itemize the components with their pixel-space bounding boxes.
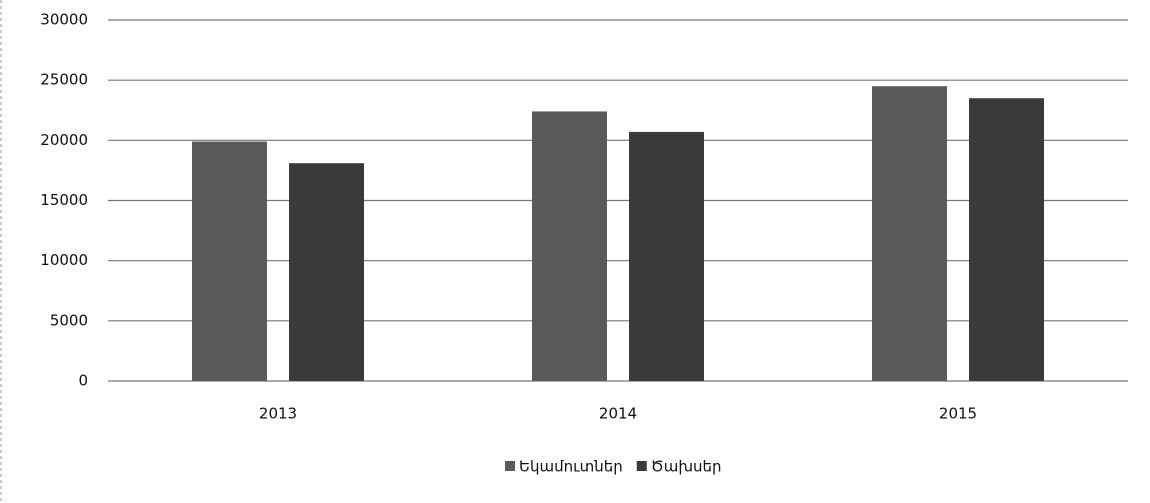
y-tick-label: 0 (78, 372, 88, 390)
y-tick-label: 5000 (50, 311, 88, 329)
legend-swatch (505, 461, 515, 471)
y-tick-label: 15000 (40, 191, 88, 209)
y-tick-label: 30000 (40, 11, 88, 29)
bar (872, 86, 947, 381)
y-tick-label: 25000 (40, 71, 88, 89)
y-tick-label: 10000 (40, 251, 88, 269)
y-tick-label: 20000 (40, 131, 88, 149)
x-tick-label: 2015 (939, 405, 977, 423)
legend-swatch (636, 461, 647, 471)
legend-label: Ծախսեր (651, 458, 722, 476)
bar (192, 141, 267, 381)
x-tick-label: 2014 (599, 405, 637, 423)
x-tick-label: 2013 (259, 405, 297, 423)
bar (532, 111, 607, 381)
bar (969, 98, 1044, 381)
legend-label: Եկամուտներ (519, 458, 623, 476)
bar (289, 163, 364, 381)
bar (629, 131, 704, 381)
